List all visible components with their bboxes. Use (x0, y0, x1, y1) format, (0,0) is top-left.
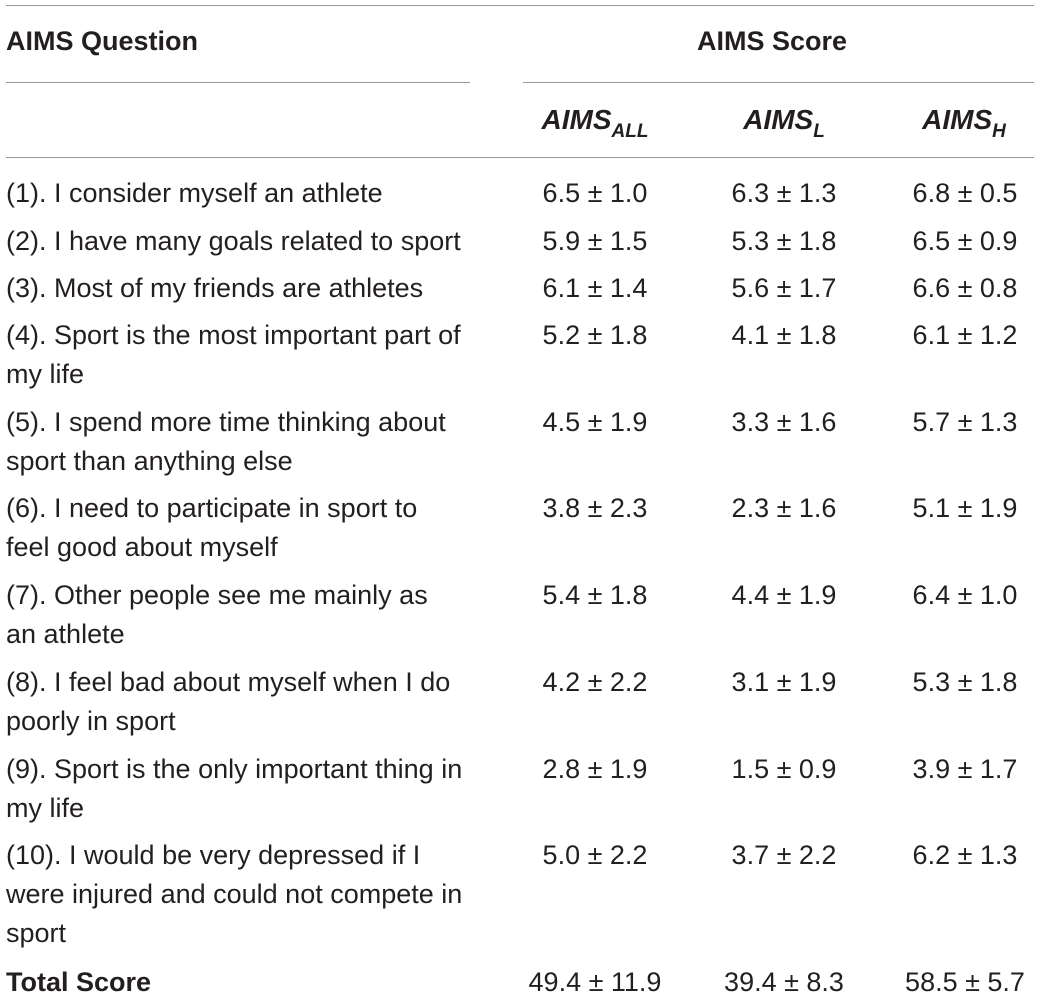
table-row-aims-all: 4.2 ± 2.2 (542, 667, 648, 697)
aims-h-main: AIMS (922, 104, 993, 135)
table-row-aims-l: 3.7 ± 2.2 (731, 840, 837, 870)
aims-l-subscript: L (813, 121, 825, 142)
total-aims-all: 49.4 ± 11.9 (528, 967, 662, 997)
table-row-aims-h: 3.9 ± 1.7 (912, 754, 1018, 784)
table-row-aims-h: 6.2 ± 1.3 (912, 840, 1018, 870)
table-row-aims-h: 5.3 ± 1.8 (912, 667, 1018, 697)
total-aims-l: 39.4 ± 8.3 (724, 967, 844, 997)
table-row-aims-l: 1.5 ± 0.9 (731, 754, 837, 784)
aims-l-main: AIMS (743, 104, 814, 135)
aims-h-header: AIMSH (864, 104, 1040, 141)
table-row-question: (3). Most of my friends are athletes (6, 273, 424, 303)
aims-all-header: AIMSALL (495, 104, 695, 141)
table-row-question: (10). I would be very depressed if I wer… (6, 840, 463, 948)
table-row-aims-h: 6.4 ± 1.0 (912, 580, 1018, 610)
table-row-question: (9). Sport is the only important thing i… (6, 754, 463, 823)
table-row-aims-h: 6.5 ± 0.9 (912, 226, 1018, 256)
table-row-aims-h: 5.7 ± 1.3 (912, 407, 1018, 437)
aims-h-subscript: H (992, 121, 1006, 142)
total-aims-h: 58.5 ± 5.7 (905, 967, 1025, 997)
total-score-label: Total Score (6, 967, 152, 997)
table-row-aims-all: 5.9 ± 1.5 (542, 226, 648, 256)
table-row-aims-h: 6.1 ± 1.2 (912, 320, 1018, 350)
table-row-aims-all: 6.1 ± 1.4 (542, 273, 648, 303)
score-column-header: AIMS Score (697, 26, 848, 56)
table-row-aims-l: 3.1 ± 1.9 (731, 667, 837, 697)
table-row-question: (5). I spend more time thinking about sp… (6, 407, 446, 476)
table-row-aims-h: 5.1 ± 1.9 (912, 493, 1018, 523)
table-row-aims-l: 5.6 ± 1.7 (731, 273, 837, 303)
table-row-question: (7). Other people see me mainly as an at… (6, 580, 428, 649)
top-rule (6, 5, 1034, 6)
table-row-question: (4). Sport is the most important part of… (6, 320, 461, 389)
table-row-question: (8). I feel bad about myself when I do p… (6, 667, 451, 736)
table-row-aims-all: 5.2 ± 1.8 (542, 320, 648, 350)
aims-l-header: AIMSL (684, 104, 884, 141)
subheader-rule (6, 157, 1034, 158)
table-row-aims-h: 6.8 ± 0.5 (912, 178, 1018, 208)
table-row-aims-l: 4.1 ± 1.8 (731, 320, 837, 350)
table-row-aims-l: 5.3 ± 1.8 (731, 226, 837, 256)
table-row-aims-l: 4.4 ± 1.9 (731, 580, 837, 610)
score-header-rule (523, 82, 1034, 83)
table-row-aims-l: 3.3 ± 1.6 (731, 407, 837, 437)
table-row-question: (6). I need to participate in sport to f… (6, 493, 418, 562)
table-row-aims-all: 6.5 ± 1.0 (542, 178, 648, 208)
table-row-aims-all: 5.4 ± 1.8 (542, 580, 648, 610)
aims-all-main: AIMS (541, 104, 612, 135)
table-row-aims-all: 3.8 ± 2.3 (542, 493, 648, 523)
table-row-aims-all: 4.5 ± 1.9 (542, 407, 648, 437)
table-row-aims-all: 2.8 ± 1.9 (542, 754, 648, 784)
table-row-aims-l: 6.3 ± 1.3 (731, 178, 837, 208)
question-header-rule (6, 82, 470, 83)
table-row-aims-h: 6.6 ± 0.8 (912, 273, 1018, 303)
table-row-question: (1). I consider myself an athlete (6, 178, 383, 208)
question-column-header: AIMS Question (6, 26, 199, 56)
table-row-question: (2). I have many goals related to sport (6, 226, 461, 256)
table-row-aims-all: 5.0 ± 2.2 (542, 840, 648, 870)
aims-all-subscript: ALL (611, 121, 649, 142)
table-row-aims-l: 2.3 ± 1.6 (731, 493, 837, 523)
